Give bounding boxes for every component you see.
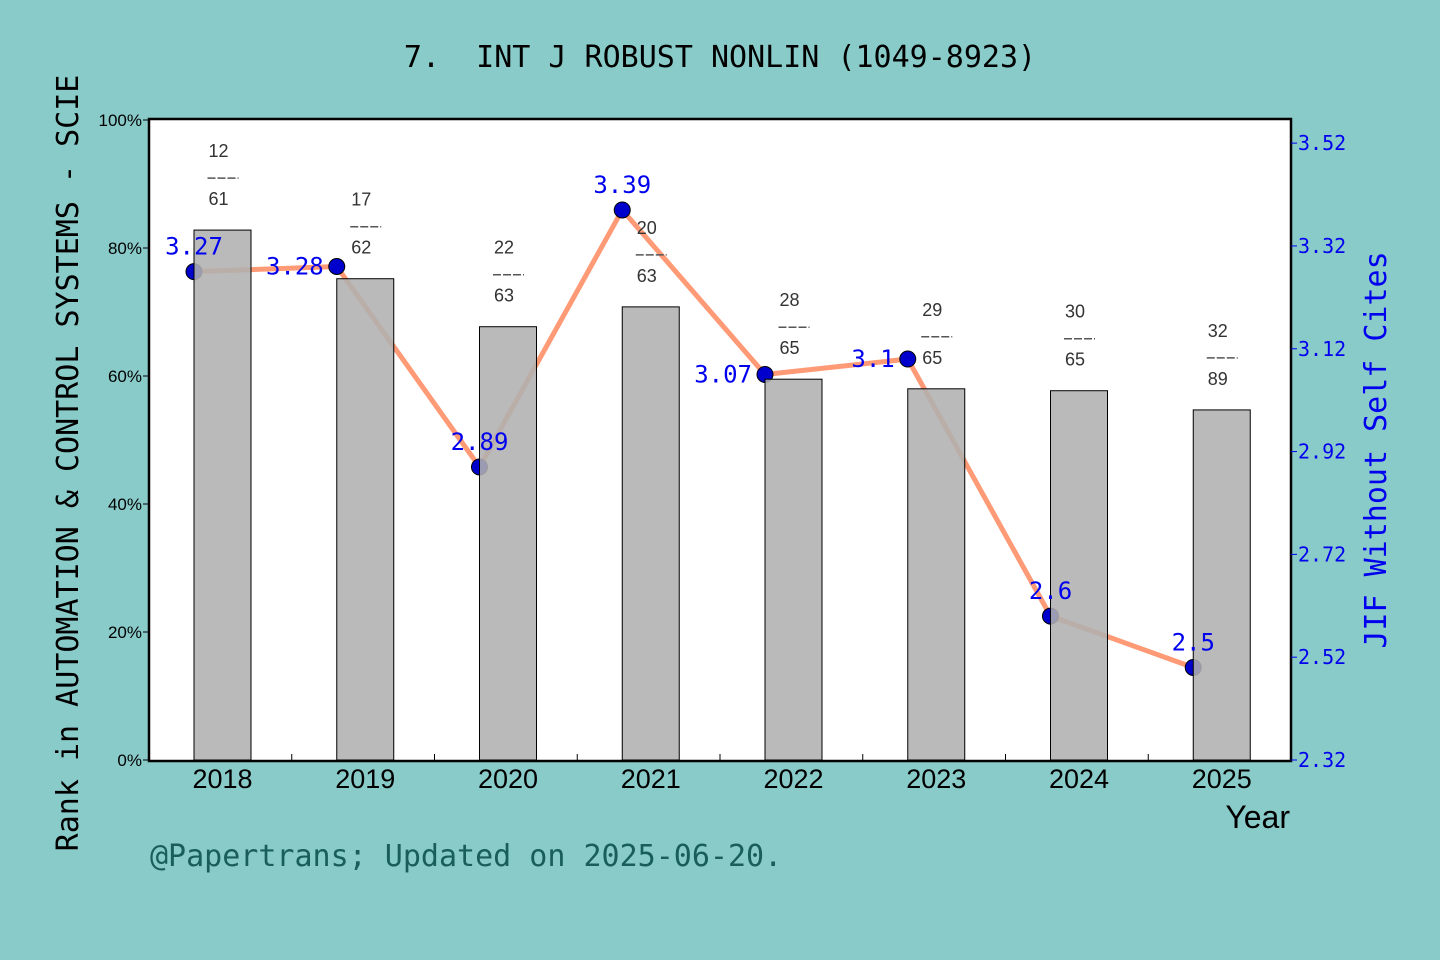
x-tick-label: 2018 [192, 764, 252, 794]
rank-label-top: 29 [922, 300, 942, 320]
rank-label-top: 20 [637, 218, 657, 238]
plot-frame [147, 117, 1293, 763]
rank-bar [1192, 409, 1251, 761]
rank-label-top: 28 [780, 290, 800, 310]
rank-label-bottom: 65 [1065, 350, 1085, 370]
jif-point [899, 350, 917, 368]
rank-label-top: 17 [351, 190, 371, 210]
rank-bar [479, 326, 537, 761]
jif-value-label: 3.27 [165, 233, 223, 261]
rank-label-bottom: 62 [351, 238, 371, 258]
plot-area [149, 119, 1291, 761]
left-tick-label: 60% [108, 367, 142, 386]
rank-label-bottom: 65 [922, 348, 942, 368]
x-tick-label: 2024 [1049, 764, 1109, 794]
rank-bar [193, 229, 252, 761]
left-tick-label: 0% [117, 751, 142, 770]
rank-label-bottom: 63 [637, 266, 657, 286]
x-tick-label: 2019 [335, 764, 395, 794]
right-tick-label: 2.72 [1298, 542, 1346, 566]
right-tick-label: 3.32 [1298, 234, 1346, 258]
rank-label-top: 30 [1065, 302, 1085, 322]
right-tick-label: 2.52 [1298, 645, 1346, 669]
jif-value-label: 3.39 [593, 171, 651, 199]
rank-bar [1050, 390, 1108, 761]
rank-bar [336, 278, 395, 761]
left-tick-label: 100% [99, 111, 142, 130]
right-axis-label: JIF Without Self Cites [1359, 251, 1394, 648]
left-tick-label: 80% [108, 239, 142, 258]
rank-label-bottom: 89 [1208, 369, 1228, 389]
left-tick-label: 20% [108, 623, 142, 642]
jif-value-label: 2.89 [451, 428, 509, 456]
x-tick-label: 2025 [1192, 764, 1252, 794]
jif-value-label: 3.28 [266, 253, 324, 281]
rank-bar [907, 388, 966, 761]
jif-value-label: 2.5 [1172, 628, 1215, 656]
rank-label-bottom: 63 [494, 286, 514, 306]
left-axis-label: Rank in AUTOMATION & CONTROL SYSTEMS - S… [51, 75, 86, 852]
jif-point [613, 201, 631, 219]
right-tick-label: 3.12 [1298, 337, 1346, 361]
jif-value-label: 3.07 [694, 360, 752, 388]
chart-title: 7. INT J ROBUST NONLIN (1049-8923) [404, 40, 1036, 75]
rank-label-top: 22 [494, 238, 514, 258]
x-tick-label: 2021 [621, 764, 681, 794]
rank-label-bottom: 61 [209, 189, 229, 209]
right-tick-label: 2.92 [1298, 440, 1346, 464]
rank-bar [764, 378, 823, 761]
footer-credit: @Papertrans; Updated on 2025-06-20. [150, 839, 782, 874]
x-tick-label: 2022 [763, 764, 823, 794]
rank-label-top: 32 [1208, 321, 1228, 341]
right-tick-label: 3.52 [1298, 131, 1346, 155]
rank-label-bottom: 65 [780, 338, 800, 358]
rank-bar [621, 306, 680, 761]
x-tick-label: 2023 [906, 764, 966, 794]
right-tick-label: 2.32 [1298, 748, 1346, 772]
left-tick-label: 40% [108, 495, 142, 514]
x-axis-label: Year [1225, 799, 1290, 835]
rank-label-top: 12 [209, 141, 229, 161]
jif-value-label: 3.1 [851, 345, 894, 373]
x-tick-label: 2020 [478, 764, 538, 794]
jif-value-label: 2.6 [1029, 577, 1072, 605]
jif-point [328, 258, 346, 276]
